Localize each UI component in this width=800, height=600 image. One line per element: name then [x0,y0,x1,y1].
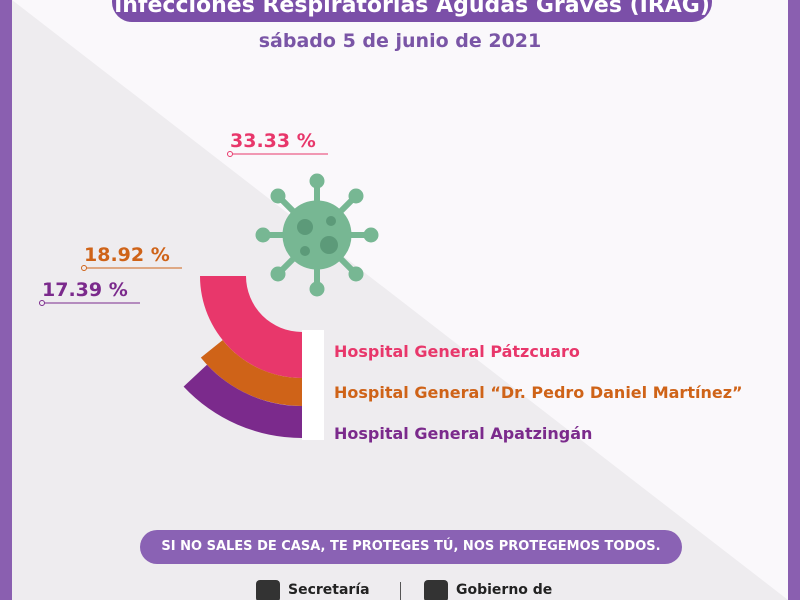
legend-tab-2 [302,404,324,440]
radial-bar-2 [183,364,302,439]
legend-tab-1 [302,376,324,408]
radial-bar-chart [39,151,328,440]
radial-bar-1 [200,340,302,406]
footer-logos: Secretaría Gobierno de [12,576,788,600]
legend-patzcuaro: Hospital General Pátzcuaro [334,342,580,361]
leader-dot-2 [39,300,45,306]
secretaria-logo-text: Secretaría [288,582,370,598]
leader-dot-0 [227,151,233,157]
chart-rings [183,276,324,440]
chart-title: Infecciones Respiratorias Agudas Graves … [112,0,712,22]
pct-label-apatzingan: 17.39 % [42,279,128,301]
radial-bar-0 [200,276,302,378]
pct-label-pedro-daniel: 18.92 % [84,244,170,266]
chart-date: sábado 5 de junio de 2021 [258,30,542,52]
pct-label-patzcuaro: 33.33 % [230,130,316,152]
secretaria-logo-icon [256,580,280,600]
footer-divider [400,582,401,600]
legend-pedro-daniel: Hospital General “Dr. Pedro Daniel Martí… [334,383,743,402]
slogan-banner: SI NO SALES DE CASA, TE PROTEGES TÚ, NOS… [140,530,682,564]
infographic-card: Infecciones Respiratorias Agudas Graves … [12,0,788,600]
legend-tab-0 [302,330,324,380]
chart-leaders [39,151,328,306]
legend-apatzingan: Hospital General Apatzingán [334,424,593,443]
background-diagonal [12,0,788,600]
virus-icon [255,173,379,297]
gobierno-logo-text: Gobierno de [456,582,553,598]
leader-dot-1 [81,265,87,271]
gobierno-logo-icon [424,580,448,600]
